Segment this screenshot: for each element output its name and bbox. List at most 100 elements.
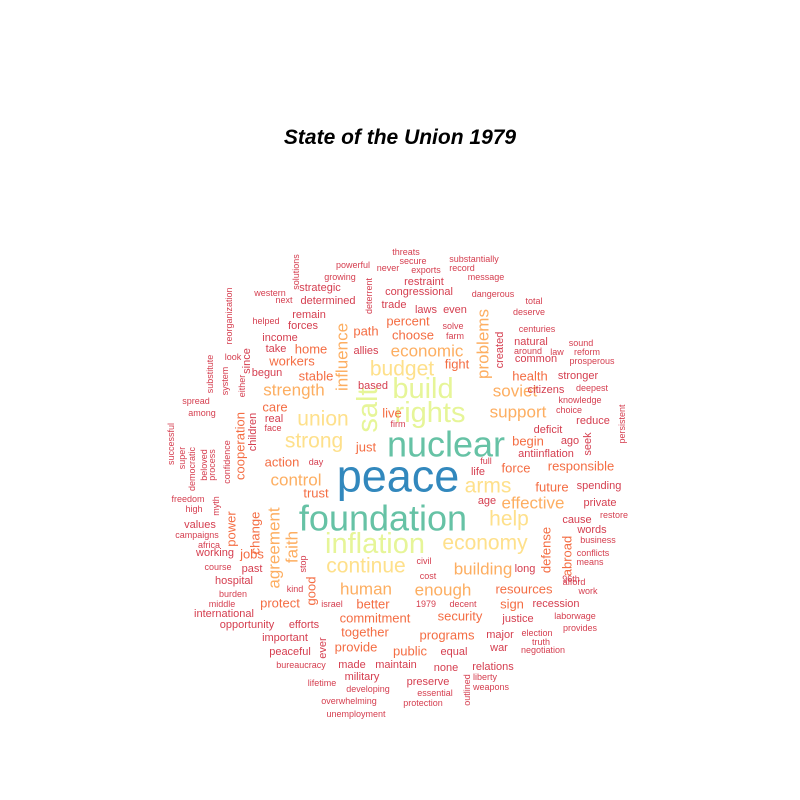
word-91: allies <box>353 345 379 357</box>
word-149: spread <box>182 396 210 406</box>
word-178: kind <box>287 584 304 594</box>
word-67: maintain <box>375 659 417 671</box>
word-86: congressional <box>385 286 453 298</box>
word-79: take <box>266 343 287 355</box>
word-82: remain <box>292 309 326 321</box>
word-43: programs <box>420 628 475 643</box>
word-75: ever <box>317 637 329 659</box>
word-142: look <box>225 352 242 362</box>
word-63: major <box>486 629 514 641</box>
word-17: building <box>454 560 513 579</box>
word-147: knowledge <box>558 395 601 405</box>
word-28: responsible <box>548 459 615 474</box>
word-29: security <box>438 609 483 624</box>
word-7: continue <box>326 555 405 578</box>
word-109: values <box>184 519 216 531</box>
word-36: choose <box>392 328 434 343</box>
word-113: age <box>478 495 496 507</box>
word-95: stronger <box>558 370 599 382</box>
word-39: fight <box>445 357 470 372</box>
word-162: freedom <box>171 494 204 504</box>
word-179: stop <box>298 555 308 572</box>
word-33: stable <box>299 369 334 384</box>
word-123: growing <box>324 272 356 282</box>
word-141: prosperous <box>569 356 615 366</box>
word-145: either <box>237 375 247 398</box>
word-20: strength <box>263 381 324 400</box>
word-191: developing <box>346 684 390 694</box>
word-18: economic <box>391 342 464 361</box>
word-96: citizens <box>528 384 565 396</box>
word-93: natural <box>514 336 548 348</box>
word-77: children <box>247 413 259 452</box>
word-62: spending <box>577 480 622 492</box>
word-31: together <box>341 625 389 640</box>
word-85: strategic <box>299 282 341 294</box>
word-148: choice <box>556 405 582 415</box>
word-181: israel <box>321 599 343 609</box>
word-137: around <box>514 346 542 356</box>
word-127: next <box>275 295 293 305</box>
word-76: real <box>265 413 283 425</box>
word-0: peace <box>337 451 460 502</box>
word-81: since <box>241 348 253 374</box>
word-72: equal <box>441 646 468 658</box>
word-54: trust <box>303 486 329 501</box>
word-41: future <box>535 480 568 495</box>
word-71: preserve <box>407 676 450 688</box>
word-51: power <box>224 511 239 547</box>
word-26: problems <box>474 309 493 379</box>
word-94: common <box>515 353 557 365</box>
word-2: nuclear <box>387 424 505 465</box>
word-46: resources <box>495 582 553 597</box>
word-97: deficit <box>534 424 563 436</box>
word-101: private <box>583 497 616 509</box>
word-90: even <box>443 304 467 316</box>
word-126: western <box>253 288 286 298</box>
word-65: justice <box>501 613 533 625</box>
word-119: powerful <box>336 260 370 270</box>
word-194: liberty <box>473 672 498 682</box>
word-114: life <box>471 466 485 478</box>
word-52: action <box>265 455 300 470</box>
word-152: firm <box>391 419 406 429</box>
word-107: hospital <box>215 575 253 587</box>
word-180: middle <box>209 599 236 609</box>
word-143: substitute <box>205 355 215 394</box>
word-15: human <box>340 580 392 599</box>
word-106: past <box>242 563 263 575</box>
chart-title: State of the Union 1979 <box>283 126 517 149</box>
word-8: economy <box>442 532 528 555</box>
word-1: foundation <box>299 498 467 539</box>
word-195: weapons <box>472 682 510 692</box>
word-188: negotiation <box>521 645 565 655</box>
word-196: overwhelming <box>321 696 377 706</box>
word-55: live <box>382 406 402 421</box>
word-122: record <box>449 263 475 273</box>
word-48: good <box>304 577 319 606</box>
word-166: campaigns <box>175 530 219 540</box>
word-171: course <box>204 562 231 572</box>
word-69: relations <box>472 661 514 673</box>
word-110: international <box>194 608 254 620</box>
word-184: laborwage <box>554 611 596 621</box>
word-11: arms <box>465 475 512 498</box>
word-153: persistent <box>617 404 627 444</box>
word-5: build <box>392 373 453 405</box>
word-3: inflation <box>325 528 425 560</box>
word-47: protect <box>260 596 300 611</box>
word-78: income <box>262 332 297 344</box>
word-50: jobs <box>239 547 264 562</box>
word-192: essential <box>417 688 453 698</box>
word-140: reform <box>574 347 600 357</box>
word-99: reduce <box>576 415 610 427</box>
word-64: war <box>489 642 508 654</box>
word-80: begun <box>252 367 283 379</box>
word-136: reorganization <box>224 287 234 344</box>
word-174: 96th <box>562 574 580 584</box>
word-111: opportunity <box>220 619 275 631</box>
word-22: support <box>490 403 547 422</box>
word-155: super <box>177 447 187 470</box>
word-197: protection <box>403 698 443 708</box>
